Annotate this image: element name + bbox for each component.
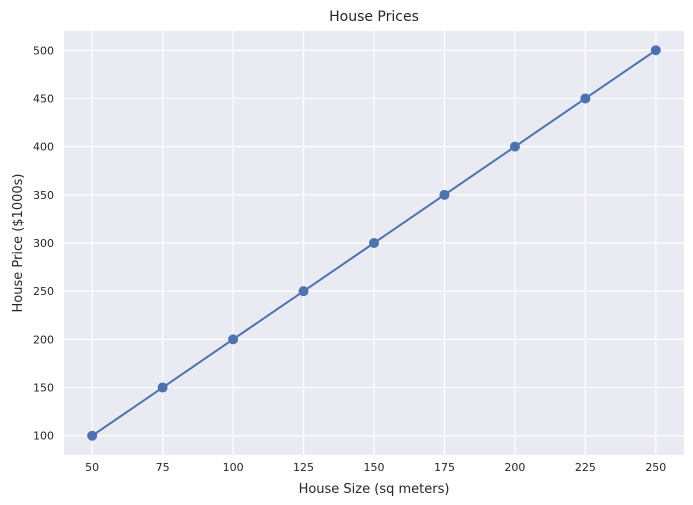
y-tick-label: 500	[33, 44, 54, 57]
x-tick-label: 100	[223, 461, 244, 474]
data-point	[650, 45, 661, 56]
x-tick-label: 150	[364, 461, 385, 474]
x-tick-label: 125	[293, 461, 314, 474]
x-tick-label: 250	[645, 461, 666, 474]
y-tick-label: 450	[33, 92, 54, 105]
data-point	[87, 430, 98, 441]
x-tick-label: 225	[575, 461, 596, 474]
y-tick-label: 250	[33, 285, 54, 298]
chart-title: House Prices	[329, 9, 419, 25]
data-point	[228, 334, 239, 345]
data-point	[509, 141, 520, 152]
y-tick-label: 400	[33, 141, 54, 154]
data-point	[369, 238, 379, 248]
y-tick-label: 150	[33, 382, 54, 395]
y-axis-label: House Price ($1000s)	[11, 174, 26, 313]
y-tick-label: 100	[33, 430, 54, 443]
data-point	[298, 286, 309, 297]
data-point	[439, 189, 450, 200]
y-tick-labels: 100 150 200 250 300 350 400 450 500	[33, 44, 54, 442]
y-tick-label: 350	[33, 189, 54, 202]
x-tick-labels: 50 75 100 125 150 175 200 225 250	[85, 461, 666, 474]
series-layer	[87, 45, 661, 441]
x-axis-label: House Size (sq meters)	[299, 482, 450, 497]
x-tick-label: 200	[504, 461, 525, 474]
data-point	[157, 382, 168, 393]
data-point	[580, 93, 591, 104]
x-tick-label: 75	[156, 461, 170, 474]
x-tick-label: 50	[85, 461, 99, 474]
y-tick-label: 300	[33, 237, 54, 250]
y-tick-label: 200	[33, 333, 54, 346]
x-tick-label: 175	[434, 461, 455, 474]
